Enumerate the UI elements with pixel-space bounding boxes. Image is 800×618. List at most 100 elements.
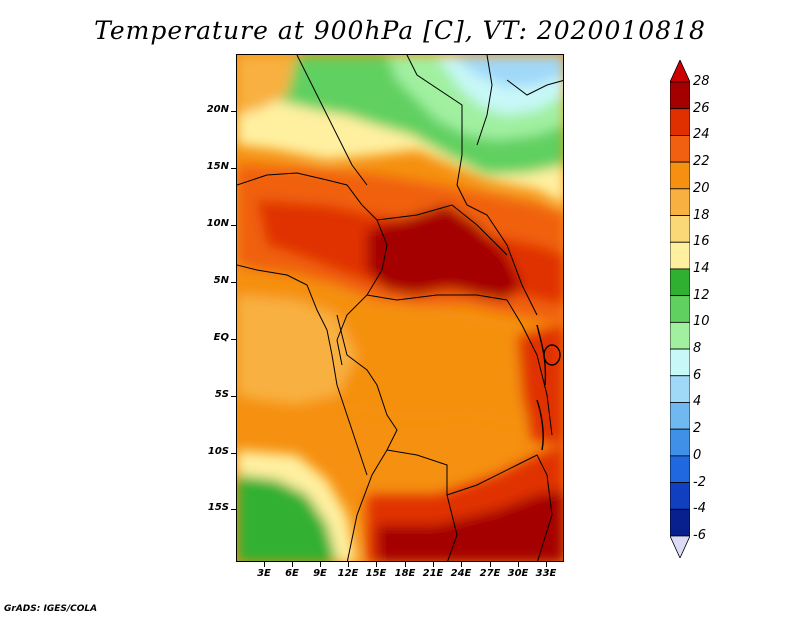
- coldest-pocket: [452, 55, 563, 87]
- color-bar-swatch: [669, 348, 691, 377]
- lat-label-20n: 20N: [206, 104, 229, 115]
- lon-tick: [264, 562, 265, 567]
- color-bar-label: 24: [693, 127, 710, 143]
- lon-tick: [433, 562, 434, 567]
- southern-hottest-zone: [377, 490, 563, 561]
- grads-credit: GrADS: IGES/COLA: [4, 604, 98, 614]
- color-bar-label: 10: [693, 314, 710, 330]
- northwest-warm-zone: [237, 55, 297, 115]
- lat-tick: [231, 282, 236, 283]
- color-bar-label: -4: [693, 501, 706, 517]
- color-bar-swatch: [669, 188, 691, 216]
- lon-label-18e: 18E: [394, 568, 416, 579]
- lon-tick: [461, 562, 462, 567]
- lat-label-5s: 5S: [214, 389, 229, 400]
- lon-label-24e: 24E: [450, 568, 472, 579]
- color-bar-label: 28: [693, 74, 710, 89]
- lakes: [536, 324, 561, 451]
- coastline: [237, 264, 368, 476]
- color-bar-label: 14: [693, 260, 710, 276]
- border: [376, 204, 508, 256]
- lon-label-15e: 15E: [365, 568, 387, 579]
- lat-tick: [231, 339, 236, 340]
- lon-label-33e: 33E: [535, 568, 557, 579]
- color-bar-swatch: [669, 482, 691, 510]
- color-bar-label: -2: [693, 474, 706, 490]
- lon-label-3e: 3E: [257, 568, 271, 579]
- lat-label-15n: 15N: [206, 161, 229, 172]
- lat-tick: [231, 396, 236, 397]
- color-bar-label: 20: [693, 180, 710, 196]
- lat-tick: [231, 111, 236, 112]
- color-bar-label: 16: [693, 234, 710, 250]
- border: [336, 314, 398, 451]
- coastal-transition-zone: [237, 450, 357, 561]
- country-borders: [237, 55, 563, 561]
- border: [346, 449, 388, 561]
- map-title: Temperature at 900hPa [C], VT: 202001081…: [94, 16, 706, 45]
- color-bar-swatch: [669, 215, 691, 243]
- central-african-hot-zone: [367, 205, 522, 300]
- lon-tick: [348, 562, 349, 567]
- lon-tick: [518, 562, 519, 567]
- border: [446, 454, 553, 561]
- border: [296, 55, 368, 186]
- color-bar-label: 18: [693, 207, 710, 223]
- color-bar-label: 0: [693, 447, 702, 463]
- color-bar-bottom-arrow: [669, 535, 691, 559]
- color-bar-swatch: [669, 81, 691, 110]
- color-bar-label: 4: [693, 394, 702, 410]
- color-bar-swatch: [669, 295, 691, 323]
- lon-tick: [490, 562, 491, 567]
- color-bar-label: 2: [693, 421, 702, 437]
- border: [237, 172, 378, 221]
- lon-label-21e: 21E: [422, 568, 444, 579]
- color-bar-swatch: [669, 268, 691, 297]
- angola-ocean-zone: [237, 475, 337, 561]
- border: [476, 55, 493, 146]
- color-bar-swatch: [669, 135, 691, 163]
- color-bar-label: -6: [693, 528, 706, 543]
- color-bar-swatch: [669, 321, 691, 350]
- color-bar-swatch: [669, 428, 691, 457]
- color-bar-label: 6: [693, 367, 702, 383]
- lon-label-27e: 27E: [479, 568, 501, 579]
- lat-label-5n: 5N: [213, 275, 229, 286]
- color-bar-label: 12: [693, 287, 710, 303]
- east-hot-zone: [517, 325, 563, 445]
- border: [386, 449, 458, 561]
- lon-tick: [376, 562, 377, 567]
- lon-label-30e: 30E: [507, 568, 529, 579]
- atlantic-warm-zone: [237, 295, 357, 405]
- lon-label-12e: 12E: [337, 568, 359, 579]
- lon-label-6e: 6E: [285, 568, 299, 579]
- lon-label-9e: 9E: [313, 568, 327, 579]
- lat-tick: [231, 509, 236, 510]
- color-bar: [669, 59, 691, 559]
- color-bar-swatch: [669, 375, 691, 403]
- color-bar-swatch: [669, 241, 691, 270]
- border: [506, 299, 553, 436]
- lat-label-15s: 15S: [207, 502, 229, 513]
- color-bar-swatch: [669, 161, 691, 190]
- lake-malawi: [536, 399, 544, 451]
- temperature-map: [236, 54, 564, 562]
- color-bar-label: 26: [693, 100, 710, 116]
- color-bar-top-arrow: [669, 59, 691, 83]
- lat-tick: [231, 453, 236, 454]
- lon-tick: [405, 562, 406, 567]
- border: [406, 55, 538, 316]
- border: [506, 79, 563, 96]
- border: [366, 294, 508, 301]
- color-bar-swatch: [669, 402, 691, 430]
- lat-tick: [231, 168, 236, 169]
- color-bar-swatch: [669, 108, 691, 136]
- lat-label-10n: 10N: [206, 218, 229, 229]
- lat-tick: [231, 225, 236, 226]
- color-bar-label: 22: [693, 154, 710, 170]
- lake-victoria: [543, 344, 561, 366]
- lat-label-eq: EQ: [213, 332, 229, 343]
- color-bar-label: 8: [693, 341, 702, 357]
- color-bar-swatch: [669, 455, 691, 483]
- lat-label-10s: 10S: [207, 446, 229, 457]
